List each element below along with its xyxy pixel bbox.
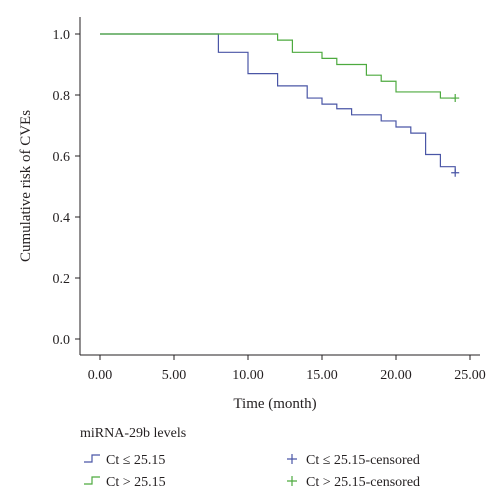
y-tick-label: 0.4	[53, 211, 71, 226]
series-1	[100, 33, 460, 177]
y-tick-label: 0.8	[53, 89, 71, 104]
legend-plus-swatch	[287, 454, 297, 464]
legend-label: Ct ≤ 25.15	[106, 453, 165, 468]
legend-item: Ct ≤ 25.15-censored	[287, 453, 420, 468]
series-layer	[100, 33, 460, 177]
legend-step-swatch	[84, 476, 100, 485]
legend-item: Ct > 25.15-censored	[287, 475, 420, 490]
x-tick-label: 5.00	[162, 368, 187, 383]
legend-plus-swatch	[287, 476, 297, 486]
x-axis-ticks: 0.00 5.00 10.00 15.00 20.00 25.00	[88, 355, 486, 383]
censor-mark	[451, 168, 460, 177]
y-tick-label: 0.6	[53, 150, 71, 165]
legend-step-swatch	[84, 454, 100, 463]
legend: miRNA-29b levels Ct ≤ 25.15 Ct > 25.15 Ct …	[80, 426, 420, 490]
plot-area	[79, 17, 480, 356]
censor-mark	[451, 94, 460, 103]
y-tick-label: 1.0	[53, 28, 71, 43]
y-tick-label: 0.2	[53, 272, 71, 287]
x-tick-label: 0.00	[88, 368, 113, 383]
x-tick-label: 20.00	[380, 368, 412, 383]
legend-label: Ct > 25.15	[106, 475, 166, 490]
legend-title: miRNA-29b levels	[80, 426, 186, 441]
legend-item: Ct ≤ 25.15	[84, 453, 165, 468]
step-line	[100, 33, 456, 99]
x-tick-label: 10.00	[232, 368, 264, 383]
legend-label: Ct ≤ 25.15-censored	[306, 453, 420, 468]
y-axis-ticks: 0.0 0.2 0.4 0.6 0.8 1.0	[53, 28, 80, 348]
step-line	[100, 33, 456, 173]
y-axis-title: Cumulative risk of CVEs	[18, 110, 34, 262]
legend-item: Ct > 25.15	[84, 475, 166, 490]
x-tick-label: 25.00	[454, 368, 486, 383]
legend-label: Ct > 25.15-censored	[306, 475, 420, 490]
series-2	[100, 33, 460, 103]
y-tick-label: 0.0	[53, 333, 71, 348]
x-axis-title: Time (month)	[233, 396, 316, 412]
x-tick-label: 15.00	[306, 368, 338, 383]
